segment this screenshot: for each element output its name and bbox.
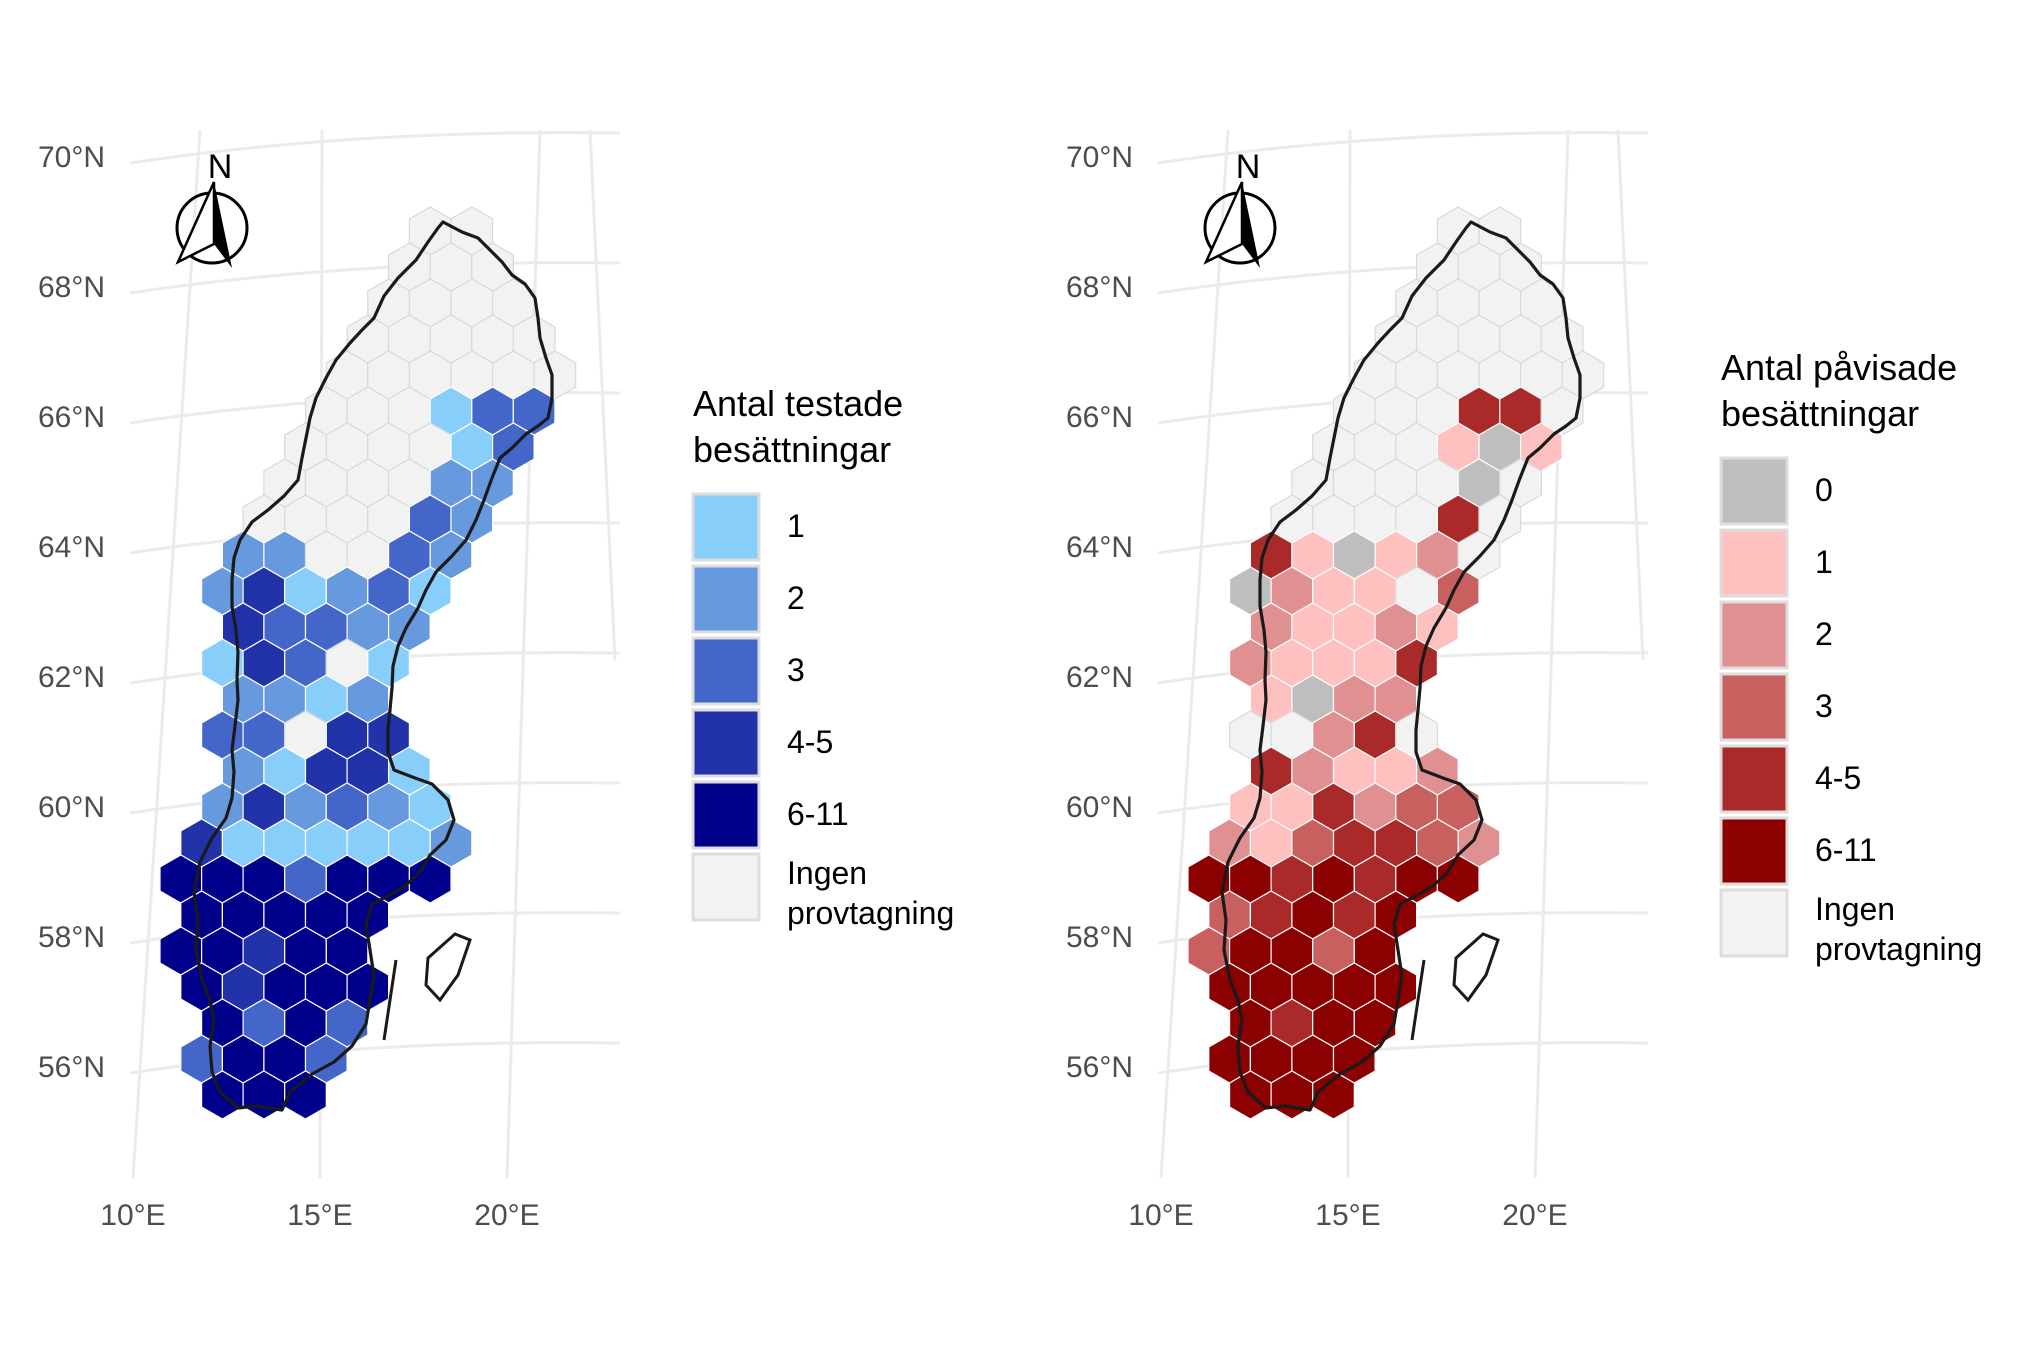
detected-map-panel: 70°N 68°N 66°N 64°N 62°N 60°N 58°N 56°N 10°E 15°E… xyxy=(1066,129,1982,1232)
legend-label: 3 xyxy=(787,652,805,688)
legend-swatch xyxy=(691,492,761,562)
legend-swatch xyxy=(1719,528,1789,598)
latitude-tick-label: 56°N xyxy=(38,1051,105,1084)
latitude-tick-label: 62°N xyxy=(38,661,105,694)
legend-swatch xyxy=(691,852,761,922)
legend-label: provtagning xyxy=(787,895,954,931)
north-label: N xyxy=(208,148,233,186)
north-arrow-fill xyxy=(214,182,232,268)
longitude-line xyxy=(588,129,617,661)
latitude-tick-label: 68°N xyxy=(1066,271,1133,304)
longitude-tick-label: 15°E xyxy=(1315,1199,1380,1232)
latitude-tick-label: 66°N xyxy=(1066,401,1133,434)
latitude-tick-label: 58°N xyxy=(38,921,105,954)
legend-swatch xyxy=(1719,456,1789,526)
north-arrow-fill xyxy=(1242,182,1260,268)
latitude-line xyxy=(1157,261,1649,295)
latitude-line xyxy=(129,131,621,165)
legend-title: Antal testade xyxy=(693,383,903,424)
legend-label: 4-5 xyxy=(787,724,833,760)
north-arrow: N xyxy=(175,148,249,268)
tested-map-panel: 70°N 68°N 66°N 64°N 62°N 60°N 58°N 56°N 10°E 15°E… xyxy=(38,129,954,1232)
longitude-line xyxy=(1616,129,1645,661)
latitude-tick-label: 60°N xyxy=(1066,791,1133,824)
longitude-tick-label: 10°E xyxy=(100,1199,165,1232)
north-arrow-outline xyxy=(1203,181,1244,265)
latitude-tick-label: 70°N xyxy=(38,141,105,174)
gotland-outline xyxy=(1452,932,1500,1003)
legend-label: 6-11 xyxy=(1815,832,1877,868)
legend-swatch xyxy=(1719,744,1789,814)
hex-grid xyxy=(1187,206,1605,1120)
north-arrow: N xyxy=(1203,148,1277,268)
oland-outline xyxy=(1410,959,1426,1041)
latitude-tick-label: 62°N xyxy=(1066,661,1133,694)
latitude-tick-label: 66°N xyxy=(38,401,105,434)
latitude-line xyxy=(1157,131,1649,165)
latitude-tick-label: 70°N xyxy=(1066,141,1133,174)
legend-swatch xyxy=(691,636,761,706)
legend-label: 2 xyxy=(787,580,805,616)
legend-label: 2 xyxy=(1815,616,1833,652)
legend-label: 4-5 xyxy=(1815,760,1861,796)
legend-swatch xyxy=(691,708,761,778)
legend-swatch xyxy=(1719,816,1789,886)
legend-label: Ingen xyxy=(1815,891,1895,927)
legend-label: 0 xyxy=(1815,472,1833,508)
latitude-tick-label: 68°N xyxy=(38,271,105,304)
north-arrow-outline xyxy=(175,181,216,265)
latitude-tick-label: 56°N xyxy=(1066,1051,1133,1084)
longitude-tick-label: 20°E xyxy=(1502,1199,1567,1232)
north-label: N xyxy=(1236,148,1261,186)
longitude-line xyxy=(131,129,202,1179)
longitude-line xyxy=(1159,129,1230,1179)
legend-label: 3 xyxy=(1815,688,1833,724)
latitude-line xyxy=(129,261,621,295)
longitude-tick-label: 20°E xyxy=(474,1199,539,1232)
sweden-outline xyxy=(192,220,554,1112)
legend-title: Antal påvisade xyxy=(1721,347,1957,388)
latitude-tick-label: 60°N xyxy=(38,791,105,824)
legend-swatch xyxy=(691,564,761,634)
legend-swatch xyxy=(1719,672,1789,742)
legend: Antal testade besättningar 1 2 3 4-5 6-11 Ingen… xyxy=(691,383,954,931)
legend-title: besättningar xyxy=(1721,393,1919,434)
legend-swatch xyxy=(691,780,761,850)
legend-swatch xyxy=(1719,600,1789,670)
latitude-tick-label: 58°N xyxy=(1066,921,1133,954)
legend-label: 6-11 xyxy=(787,796,849,832)
longitude-tick-label: 15°E xyxy=(287,1199,352,1232)
legend-label: 1 xyxy=(1815,544,1833,580)
legend-label: Ingen xyxy=(787,855,867,891)
longitude-tick-label: 10°E xyxy=(1128,1199,1193,1232)
legend-swatch xyxy=(1719,888,1789,958)
hex-grid xyxy=(159,206,577,1120)
legend-label: 1 xyxy=(787,508,805,544)
legend-title: besättningar xyxy=(693,429,891,470)
legend-label: provtagning xyxy=(1815,931,1982,967)
latitude-tick-label: 64°N xyxy=(38,531,105,564)
legend: Antal påvisade besättningar 0 1 2 3 4-5 6-11 Ing… xyxy=(1719,347,1982,967)
sweden-outline xyxy=(1220,220,1582,1112)
gotland-outline xyxy=(424,932,472,1003)
latitude-tick-label: 64°N xyxy=(1066,531,1133,564)
oland-outline xyxy=(382,959,398,1041)
